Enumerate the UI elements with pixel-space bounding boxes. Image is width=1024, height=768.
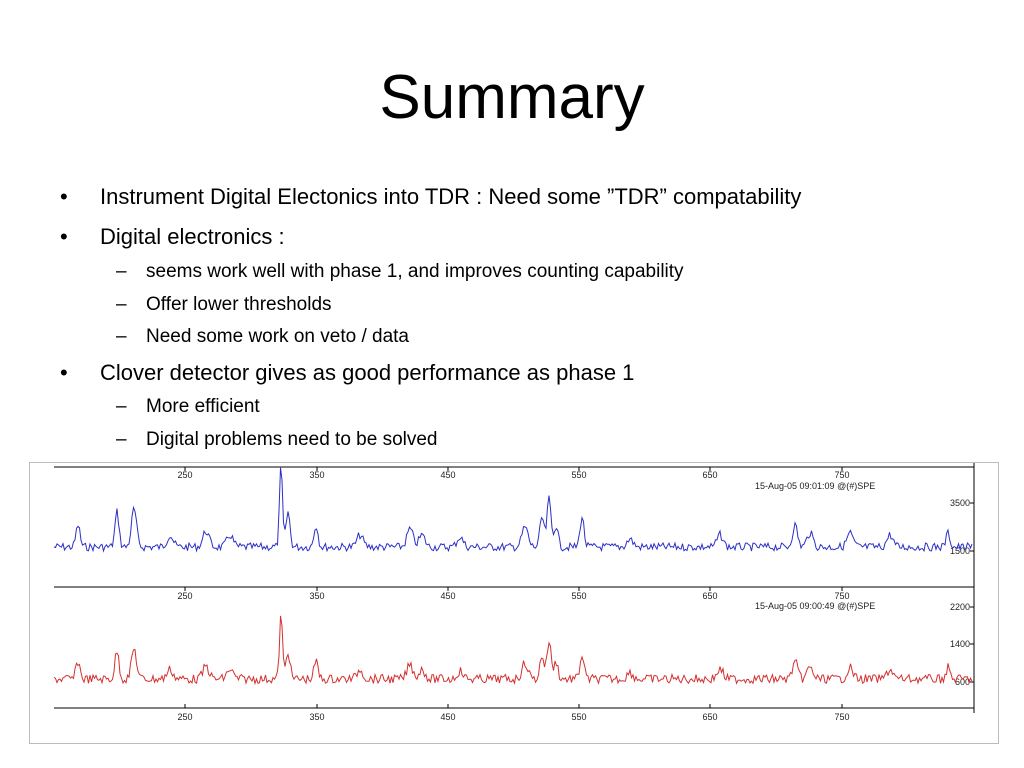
x-tick-label: 350: [309, 591, 324, 601]
sub-bullet-text: Digital problems need to be solved: [146, 429, 438, 450]
bullet-text: Digital electronics :: [100, 224, 285, 249]
sub-bullet-item: – Digital problems need to be solved: [116, 427, 438, 453]
bullet-text: Clover detector gives as good performanc…: [100, 360, 635, 385]
x-tick-label: 250: [177, 712, 192, 722]
spectrum-figure: 250 350 450 550 650 750 15-Aug-05 09:01:…: [29, 462, 999, 744]
tick-marks: [184, 467, 974, 708]
spectrum-trace-red: [53, 615, 973, 686]
dash-marker: –: [116, 294, 127, 315]
x-tick-label: 650: [702, 591, 717, 601]
y-tick-label: 600: [955, 677, 970, 687]
x-tick-label: 350: [309, 712, 324, 722]
y-tick-label: 3500: [950, 498, 970, 508]
x-tick-label: 550: [571, 712, 586, 722]
y-tick-label: 1400: [950, 639, 970, 649]
x-tick-label: 750: [834, 712, 849, 722]
sub-bullet-item: – Need some work on veto / data: [116, 324, 409, 350]
bullet-marker: •: [60, 184, 68, 209]
x-tick-label: 550: [571, 591, 586, 601]
sub-bullet-item: – seems work well with phase 1, and impr…: [116, 259, 684, 285]
slide-title: Summary: [379, 63, 645, 132]
bullet-marker: •: [60, 360, 68, 385]
timestamp-label: 15-Aug-05 09:01:09 @(#)SPE: [755, 481, 875, 491]
bullet-item: • Clover detector gives as good performa…: [60, 358, 635, 388]
dash-marker: –: [116, 396, 127, 417]
x-tick-label: 750: [834, 470, 849, 480]
y-tick-label: 2200: [950, 602, 970, 612]
sub-bullet-text: Need some work on veto / data: [146, 326, 409, 347]
dash-marker: –: [116, 261, 127, 282]
bullet-marker: •: [60, 224, 68, 249]
timestamp-label: 15-Aug-05 09:00:49 @(#)SPE: [755, 601, 875, 611]
x-tick-label: 550: [571, 470, 586, 480]
dash-marker: –: [116, 429, 127, 450]
x-tick-label: 450: [440, 470, 455, 480]
x-tick-label: 450: [440, 591, 455, 601]
x-tick-label: 250: [177, 591, 192, 601]
x-tick-label: 650: [702, 470, 717, 480]
bullet-text: Instrument Digital Electonics into TDR :…: [100, 184, 802, 209]
bullet-item: • Instrument Digital Electonics into TDR…: [60, 182, 802, 212]
spectrum-trace-blue: [53, 467, 973, 553]
dash-marker: –: [116, 326, 127, 347]
x-tick-label: 650: [702, 712, 717, 722]
spectrum-plot: 250 350 450 550 650 750 15-Aug-05 09:01:…: [53, 463, 975, 722]
x-tick-label: 750: [834, 591, 849, 601]
sub-bullet-item: – More efficient: [116, 394, 260, 420]
sub-bullet-text: Offer lower thresholds: [146, 294, 332, 315]
bullet-item: • Digital electronics :: [60, 222, 285, 252]
y-tick-label: 1500: [950, 546, 970, 556]
x-tick-label: 350: [309, 470, 324, 480]
sub-bullet-text: More efficient: [146, 396, 260, 417]
sub-bullet-text: seems work well with phase 1, and improv…: [146, 261, 684, 282]
x-tick-label: 450: [440, 712, 455, 722]
sub-bullet-item: – Offer lower thresholds: [116, 292, 332, 318]
x-tick-label: 250: [177, 470, 192, 480]
